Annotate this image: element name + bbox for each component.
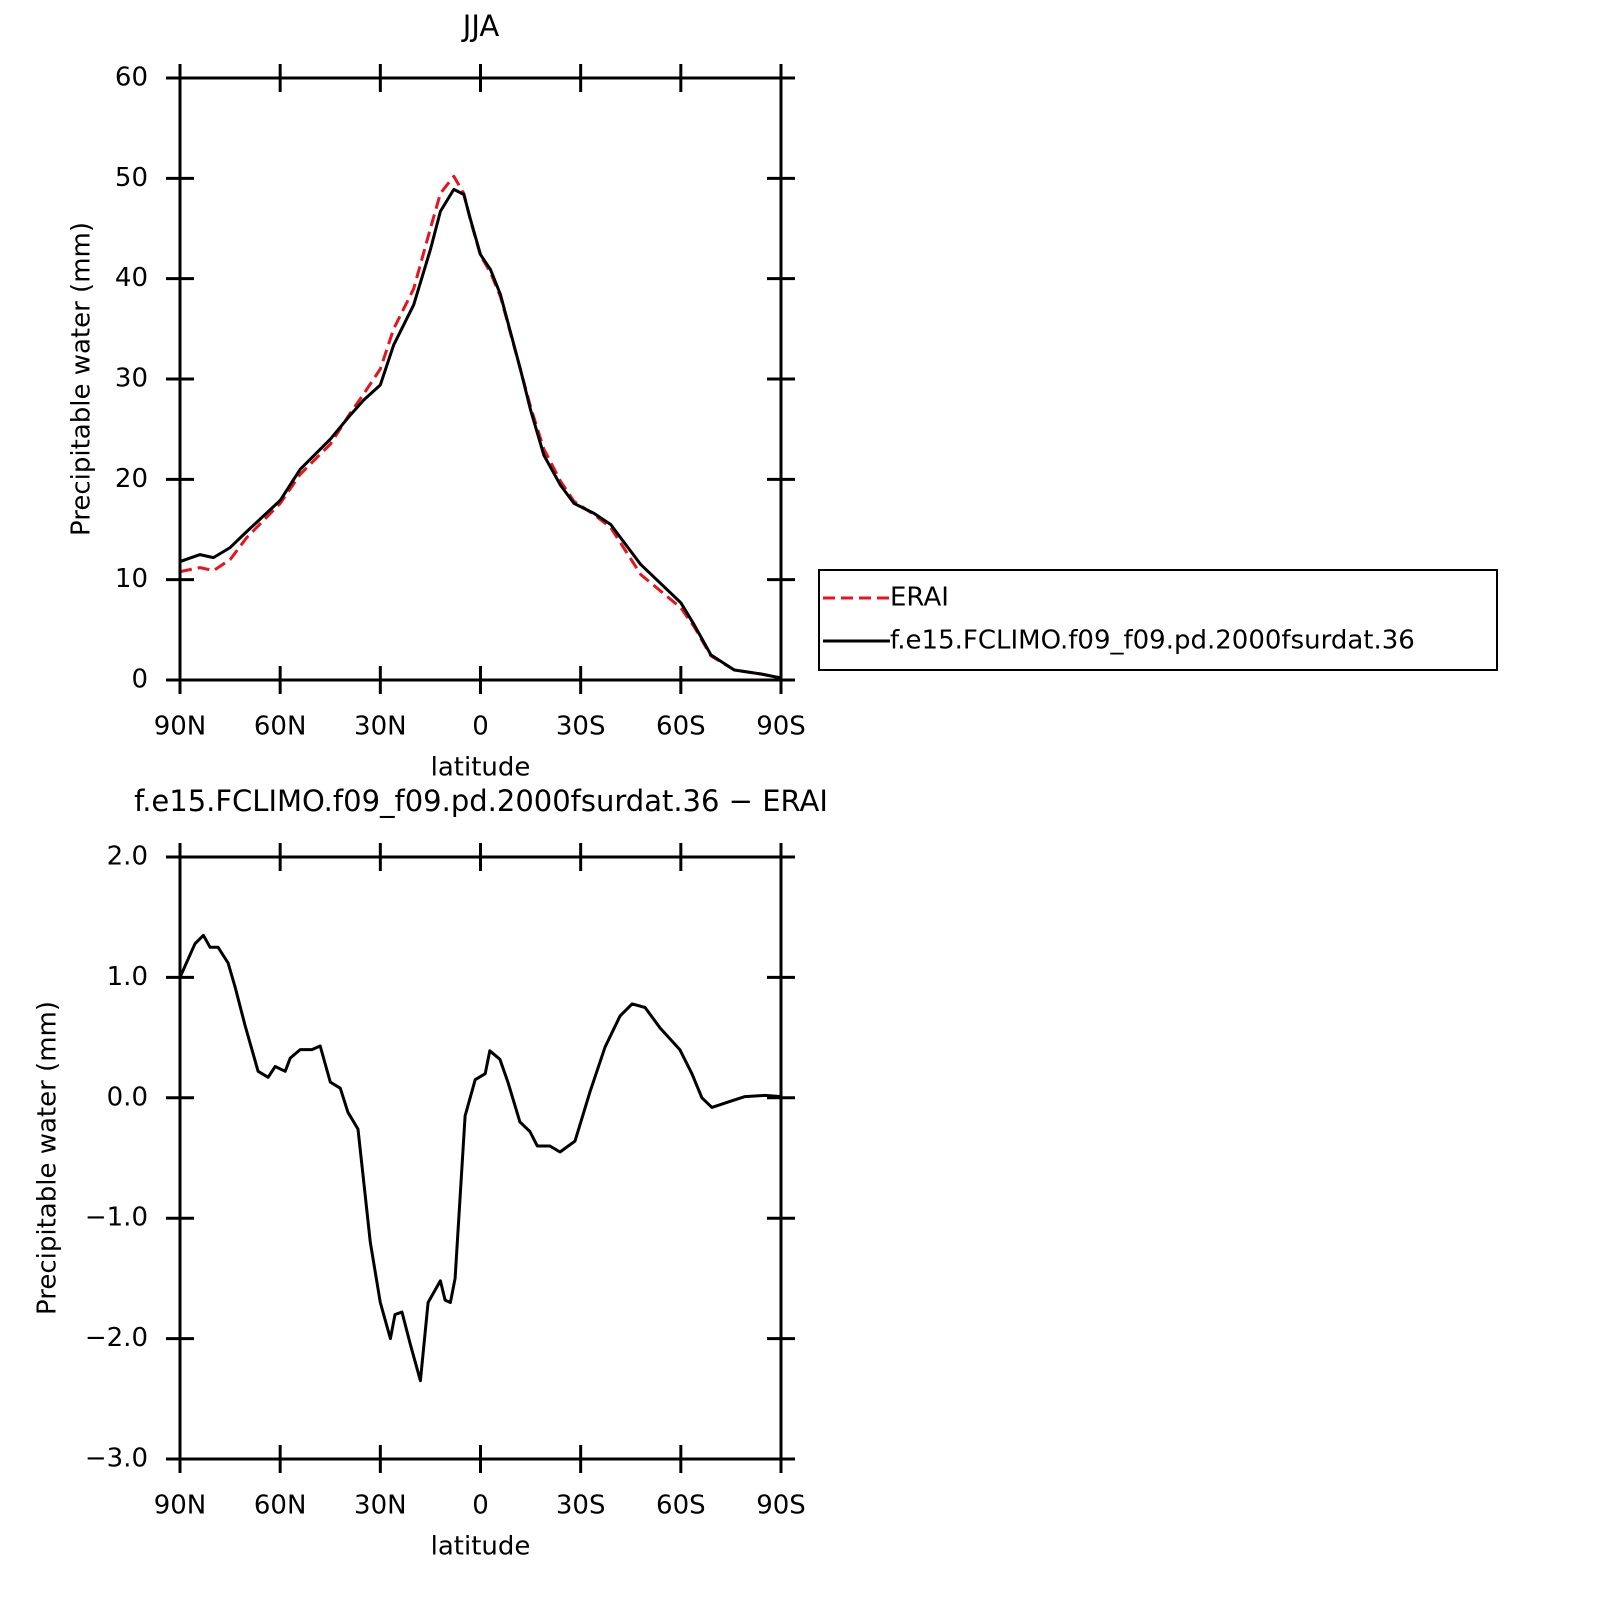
x-axis-label: latitude [431,753,531,783]
y-tick-label: 0.0 [107,1082,148,1112]
x-tick-label: 30S [556,1491,606,1521]
data-line [179,187,782,680]
y-tick-label: 0 [131,665,148,695]
y-tick-label: 20 [115,464,148,494]
x-tick-label: 60N [254,712,307,742]
x-tick-label: 90N [154,712,207,742]
y-tick-label: −1.0 [85,1203,148,1233]
y-tick-label: 30 [115,364,148,394]
y-axis-label: Precipitable water (mm) [67,222,97,536]
chart-title: JJA [461,9,500,43]
x-tick-label: 30N [354,712,407,742]
x-tick-label: 0 [472,712,489,742]
y-axis-label: Precipitable water (mm) [33,1001,63,1315]
legend-box [818,569,1498,671]
y-tick-label: 10 [115,564,148,594]
x-tick-label: 90S [756,1491,806,1521]
y-tick-label: −2.0 [85,1323,148,1353]
y-tick-label: 40 [115,263,148,293]
x-tick-label: 60S [656,1491,706,1521]
y-tick-label: 1.0 [107,962,148,992]
x-axis-label: latitude [431,1532,531,1562]
x-tick-label: 90S [756,712,806,742]
data-line [179,174,782,680]
x-tick-label: 60S [656,712,706,742]
y-tick-label: 50 [115,163,148,193]
x-tick-label: 60N [254,1491,307,1521]
plot-frame [178,855,783,1461]
data-line [178,933,782,1383]
chart-title: f.e15.FCLIMO.f09_f09.pd.2000fsurdat.36 −… [134,784,828,818]
y-tick-label: 2.0 [107,842,148,872]
legend-label: f.e15.FCLIMO.f09_f09.pd.2000fsurdat.36 [890,626,1415,656]
x-tick-label: 30N [354,1491,407,1521]
plot-frame [178,76,783,682]
x-tick-label: 30S [556,712,606,742]
x-tick-label: 0 [472,1491,489,1521]
y-tick-label: −3.0 [85,1444,148,1474]
x-tick-label: 90N [154,1491,207,1521]
legend-label: ERAI [890,583,949,613]
y-tick-label: 60 [115,63,148,93]
